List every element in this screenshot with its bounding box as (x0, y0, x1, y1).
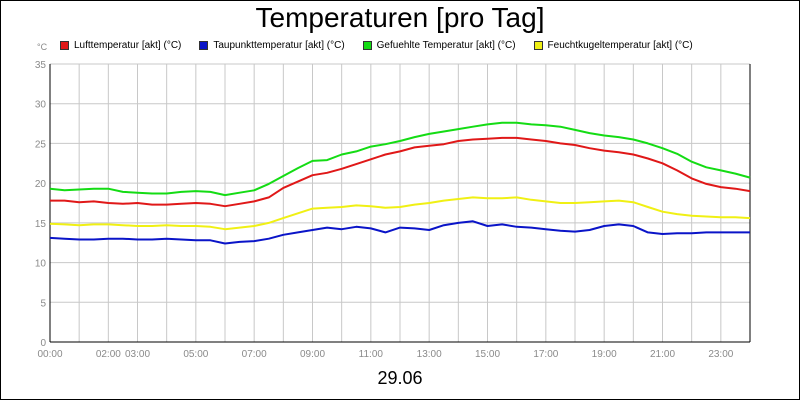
legend-swatch-lufttemperatur (60, 40, 69, 50)
x-tick-label: 02:00 (96, 349, 121, 360)
y-tick-label: 0 (40, 338, 46, 349)
x-tick-label: 07:00 (242, 349, 267, 360)
chart-legend: Lufttemperatur [akt] (°C) Taupunkttemper… (60, 38, 693, 52)
x-tick-label: 17:00 (533, 349, 558, 360)
x-tick-label: 11:00 (359, 349, 384, 360)
x-tick-label: 23:00 (708, 349, 733, 360)
x-tick-label: 13:00 (417, 349, 442, 360)
y-tick-label: 20 (35, 179, 47, 190)
legend-label-taupunkttemperatur: Taupunkttemperatur [akt] (°C) (213, 39, 345, 51)
series-line-0 (50, 136, 751, 208)
legend-swatch-feuchtkugeltemperatur (533, 40, 543, 50)
chart-title: Temperaturen [pro Tag] (255, 2, 545, 33)
legend-item-lufttemperatur: Lufttemperatur [akt] (°C) (60, 38, 181, 52)
date-label: 29.06 (377, 368, 423, 388)
legend-swatch-taupunkttemperatur (199, 40, 209, 50)
x-tick-label: 09:00 (300, 349, 325, 360)
y-tick-label: 5 (40, 298, 46, 309)
y-axis-unit: °C (37, 42, 48, 52)
y-tick-label: 35 (35, 60, 47, 71)
x-tick-label: 05:00 (183, 349, 208, 360)
legend-item-taupunkttemperatur: Taupunkttemperatur [akt] (°C) (199, 38, 345, 52)
series-line-3 (49, 196, 751, 231)
legend-label-lufttemperatur: Lufttemperatur [akt] (°C) (74, 39, 182, 51)
legend-item-gefuehlte-temperatur: Gefuehlte Temperatur [akt] (°C) (362, 38, 516, 52)
x-tick-label: 15:00 (475, 349, 500, 360)
legend-item-feuchtkugeltemperatur: Feuchtkugeltemperatur [akt] (°C) (533, 38, 693, 52)
series-line-1 (49, 220, 750, 245)
y-tick-label: 30 (35, 100, 47, 111)
legend-label-gefuehlte-temperatur: Gefuehlte Temperatur [akt] (°C) (376, 39, 516, 51)
x-tick-label: 21:00 (650, 349, 675, 360)
legend-label-feuchtkugeltemperatur: Feuchtkugeltemperatur [akt] (°C) (547, 39, 693, 51)
series-line-2 (49, 121, 751, 197)
y-tick-label: 15 (35, 219, 47, 230)
x-tick-label: 00:00 (37, 349, 62, 360)
x-tick-label: 03:00 (125, 349, 150, 360)
legend-swatch-gefuehlte-temperatur (362, 40, 372, 50)
y-tick-label: 25 (35, 139, 47, 150)
y-tick-label: 10 (35, 259, 47, 270)
x-tick-label: 19:00 (592, 349, 617, 360)
